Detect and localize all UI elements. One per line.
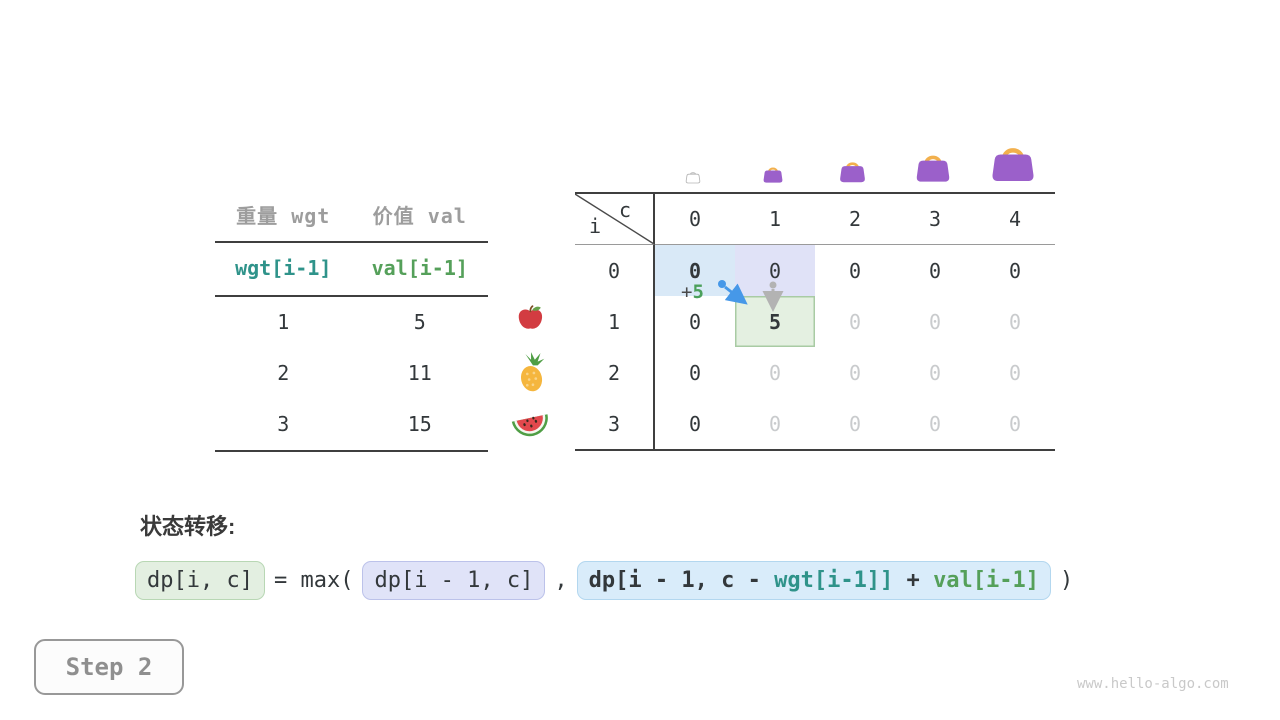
- items-table: 重量 wgt 价值 val wgt[i-1] val[i-1] 1 5 2 11…: [215, 196, 488, 452]
- handbag-icon-capacity-2: [838, 155, 867, 188]
- dp-cell-2-3: 0: [928, 360, 942, 385]
- formula-comma: ,: [554, 568, 568, 593]
- val-index-cell: val[i-1]: [371, 256, 468, 280]
- take-arrow: [724, 283, 748, 305]
- pineapple-icon: [515, 350, 549, 398]
- transition-formula: dp[i, c] = max( dp[i - 1, c] , dp[i - 1,…: [135, 561, 1073, 600]
- dp-cell-3-2: 0: [848, 411, 862, 436]
- formula-take-option-pill: dp[i - 1, c - wgt[i-1]] + val[i-1]: [576, 561, 1052, 600]
- item-axis-label: i: [589, 214, 602, 238]
- item-row: 1 5: [215, 297, 488, 348]
- items-index-row: wgt[i-1] val[i-1]: [215, 243, 488, 297]
- col-header-4: 4: [975, 194, 1055, 245]
- row-label-2: 2: [575, 347, 655, 398]
- transition-heading: 状态转移:: [140, 514, 236, 539]
- apple-icon: [515, 303, 545, 337]
- row-label-3: 3: [575, 398, 655, 449]
- dp-cell-0-2: 0: [848, 258, 862, 283]
- value-column-header: 价值 val: [372, 204, 467, 228]
- weight-cell: 1: [277, 310, 290, 334]
- col-header-0: 0: [655, 194, 735, 245]
- wgt-index-cell: wgt[i-1]: [235, 256, 332, 280]
- formula-close-paren: ): [1060, 568, 1074, 593]
- dp-cell-0-4: 0: [1008, 258, 1022, 283]
- col-header-1: 1: [735, 194, 815, 245]
- value-cell: 11: [407, 361, 432, 385]
- dp-cell-3-3: 0: [928, 411, 942, 436]
- capacity-axis-label: c: [619, 198, 632, 222]
- col-header-3: 3: [895, 194, 975, 245]
- formula-lhs-pill: dp[i, c]: [135, 561, 265, 600]
- dp-cell-2-2: 0: [848, 360, 862, 385]
- weight-column-header: 重量 wgt: [236, 204, 331, 228]
- formula-keep-option-pill: dp[i - 1, c]: [362, 561, 546, 600]
- col-header-2: 2: [815, 194, 895, 245]
- handbag-icon-capacity-1: [762, 162, 784, 188]
- diagonal-divider: [575, 194, 655, 245]
- dp-corner-cell: c i: [575, 194, 655, 245]
- weight-cell: 3: [277, 412, 290, 436]
- weight-cell: 2: [277, 361, 290, 385]
- keep-arrow-origin-dot: [769, 281, 777, 289]
- dp-cell-1-4: 0: [1008, 309, 1022, 334]
- take-arrow-origin-dot: [718, 280, 726, 288]
- handbag-icon-capacity-0: [685, 168, 701, 188]
- plus-value-annotation: +5: [681, 281, 704, 303]
- take-val-term: val[i-1]: [933, 568, 1040, 593]
- dp-cell-1-0: 0: [688, 309, 702, 334]
- dp-cell-2-4: 0: [1008, 360, 1022, 385]
- item-row: 3 15: [215, 399, 488, 450]
- handbag-icon-capacity-4: [989, 136, 1037, 188]
- watermelon-icon: [509, 407, 551, 442]
- items-header-row: 重量 wgt 价值 val: [215, 196, 488, 243]
- dp-cell-1-2: 0: [848, 309, 862, 334]
- dp-cell-1-3: 0: [928, 309, 942, 334]
- take-prefix: dp[i - 1, c -: [588, 568, 775, 593]
- dp-cell-3-0: 0: [688, 411, 702, 436]
- dp-cell-2-1: 0: [768, 360, 782, 385]
- transfer-arrows: [718, 280, 784, 312]
- watermark: www.hello-algo.com: [1077, 676, 1229, 692]
- dp-cell-2-0: 0: [688, 360, 702, 385]
- dp-cell-3-1: 0: [768, 411, 782, 436]
- row-label-0: 0: [575, 245, 655, 296]
- formula-equals-max: = max(: [273, 568, 354, 593]
- handbag-icon-capacity-3: [914, 146, 952, 188]
- dp-cell-3-4: 0: [1008, 411, 1022, 436]
- take-plus: +: [893, 568, 934, 593]
- step-badge: Step 2: [34, 639, 184, 695]
- take-wgt-term: wgt[i-1]]: [774, 568, 894, 593]
- value-cell: 15: [407, 412, 432, 436]
- dp-cell-0-3: 0: [928, 258, 942, 283]
- row-label-1: 1: [575, 296, 655, 347]
- item-row: 2 11: [215, 348, 488, 399]
- value-cell: 5: [413, 310, 426, 334]
